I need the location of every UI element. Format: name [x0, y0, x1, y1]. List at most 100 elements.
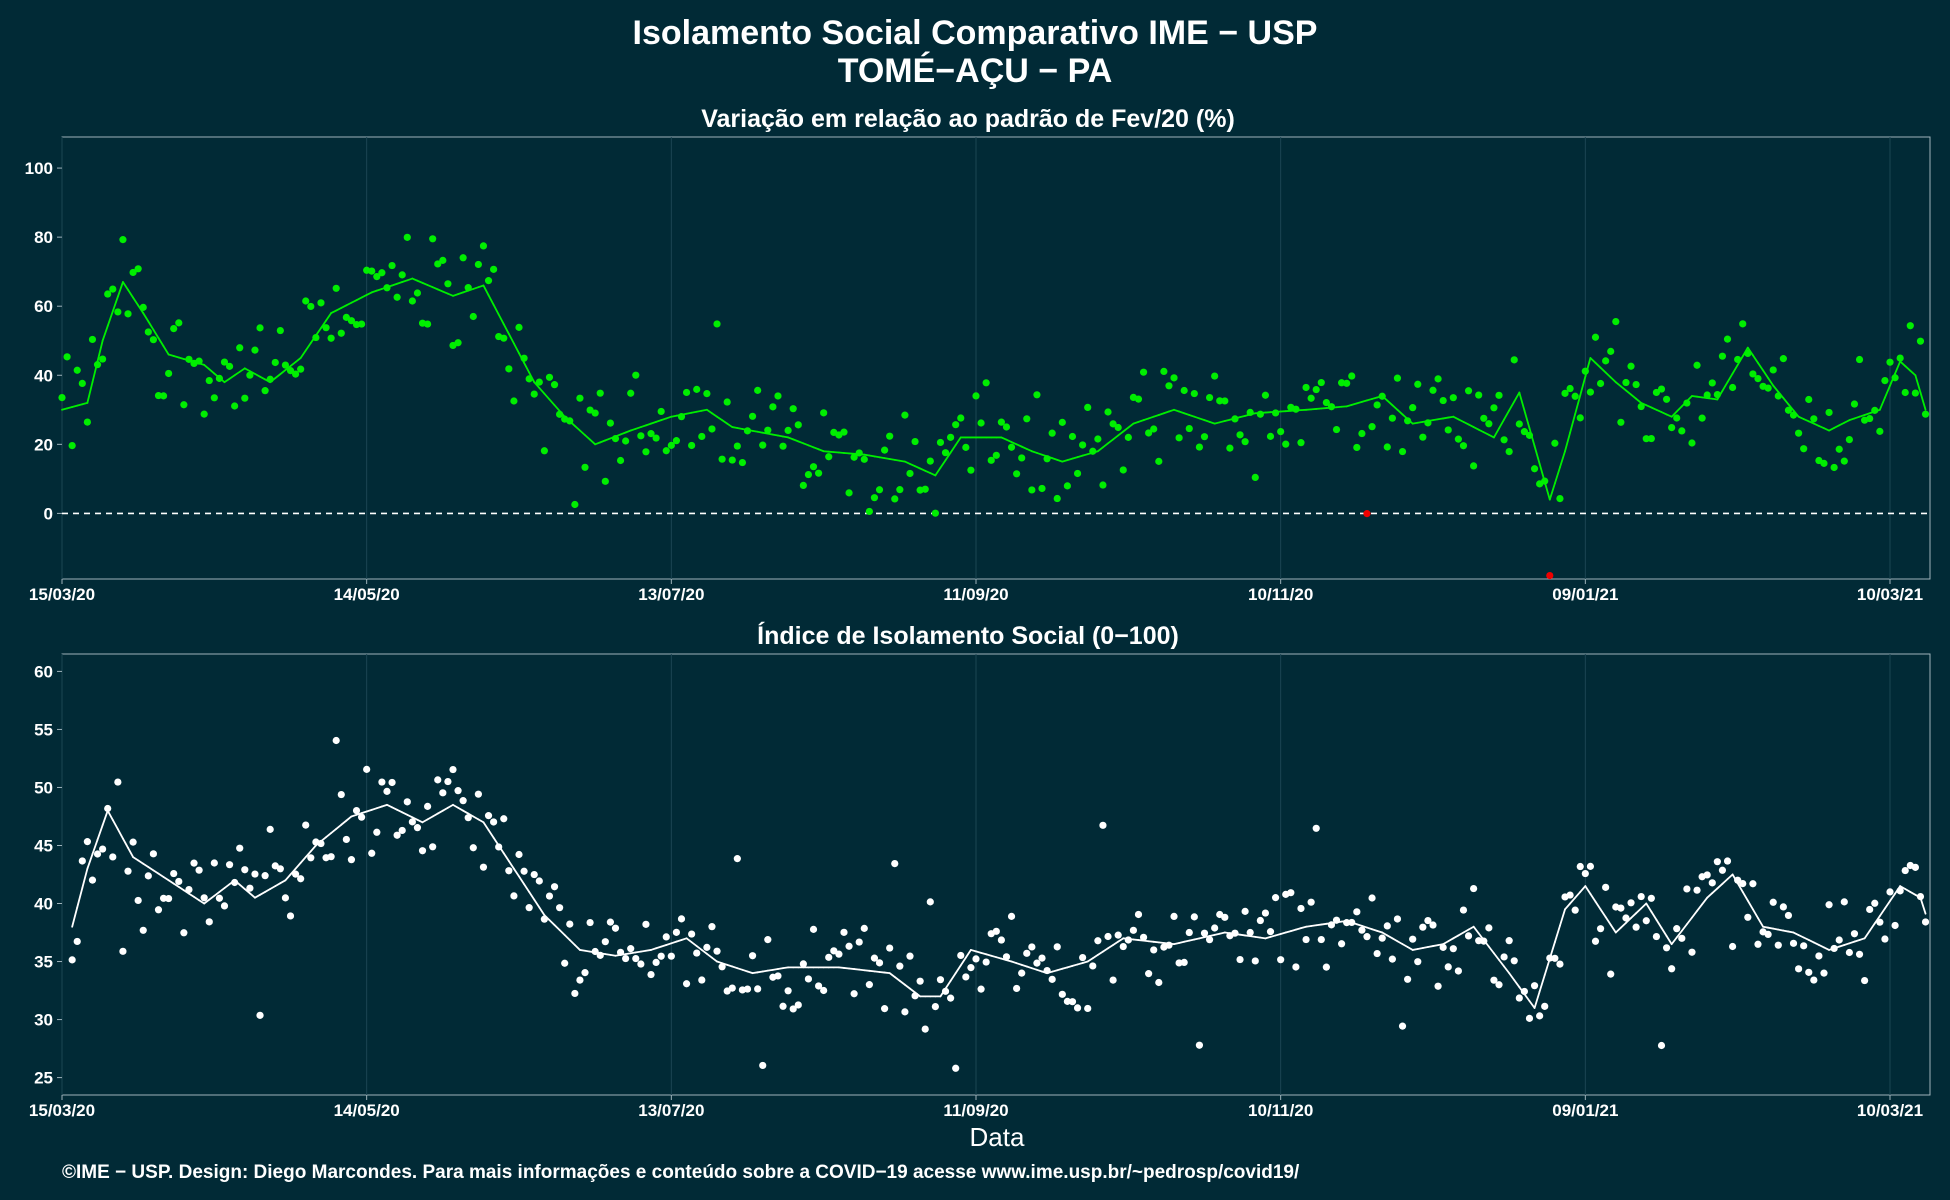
panel1-moving-average-segment — [248, 370, 256, 375]
panel1-data-point — [1749, 370, 1757, 378]
panel2-moving-average-segment — [1757, 917, 1764, 928]
panel2-moving-average-segment — [71, 906, 79, 928]
panel2-data-point — [1266, 928, 1275, 936]
panel2-data-point — [1343, 919, 1351, 927]
panel1-data-point — [317, 299, 325, 307]
panel2-data-point — [1013, 984, 1021, 993]
panel2-data-point — [1647, 894, 1655, 902]
panel2-data-point — [1566, 891, 1574, 899]
panel1-data-point — [647, 430, 655, 438]
panel2-moving-average-segment — [1899, 885, 1907, 890]
panel1-y-tick-label: 100 — [25, 159, 53, 178]
panel1-moving-average-segment — [345, 301, 353, 307]
panel2-data-point — [1068, 998, 1077, 1006]
panel1-data-point — [434, 260, 442, 268]
panel2-data-point — [286, 912, 295, 920]
panel1-data-point — [1459, 442, 1468, 450]
panel2-data-point — [327, 853, 335, 861]
panel2-data-point — [1165, 941, 1173, 949]
panel1-moving-average-segment — [1904, 365, 1912, 372]
panel1-moving-average-segment — [721, 419, 729, 425]
panel1-moving-average-segment — [1493, 427, 1500, 439]
panel2-data-point — [68, 956, 76, 964]
panel2-data-point — [840, 928, 848, 936]
panel2-data-point — [195, 866, 203, 874]
panel1-data-point — [1327, 403, 1336, 411]
panel2-moving-average-segment — [441, 806, 449, 812]
panel2-data-point — [236, 844, 244, 852]
panel2-data-point — [109, 853, 117, 861]
panel2-data-point — [342, 835, 350, 844]
panel2-data-point — [474, 790, 482, 798]
panel1-data-point — [1871, 406, 1879, 414]
panel2-data-point — [1688, 948, 1696, 956]
panel1-moving-average-segment — [436, 288, 444, 293]
panel1-data-point — [429, 235, 437, 243]
panel1-data-point — [1495, 391, 1503, 399]
panel1-data-point — [1546, 571, 1554, 580]
panel2-moving-average-segment — [1457, 931, 1465, 937]
panel1-data-point — [652, 434, 660, 442]
panel1-data-point — [383, 284, 391, 292]
panel2-moving-average-segment — [533, 898, 541, 909]
panel2-moving-average-segment — [167, 879, 175, 885]
panel2-moving-average-segment — [1650, 910, 1658, 921]
panel1-data-point — [1139, 368, 1148, 376]
panel1-moving-average-segment — [492, 303, 500, 316]
panel1-moving-average-segment — [355, 296, 363, 302]
panel2-data-point — [104, 804, 112, 813]
panel2-data-point — [566, 920, 574, 928]
panel2-data-point — [1830, 944, 1838, 953]
panel2-moving-average-segment — [482, 821, 490, 831]
panel1-data-point — [520, 354, 528, 362]
panel2-data-point — [1302, 935, 1310, 944]
panel2-data-point — [1505, 937, 1513, 945]
panel1-moving-average-segment — [497, 313, 505, 326]
panel2-y-tick-label: 40 — [34, 895, 53, 914]
panel2-data-point — [1713, 858, 1721, 866]
panel1-data-point — [1490, 404, 1498, 412]
figure-subtitle: TOMÉ−AÇU − PA — [838, 52, 1113, 90]
panel2-moving-average-segment — [1691, 910, 1698, 919]
panel2-data-point — [672, 928, 681, 936]
panel1-data-point — [1013, 470, 1021, 478]
panel2-moving-average-segment — [157, 872, 165, 878]
panel1-data-point — [1363, 510, 1371, 518]
panel1-data-point — [220, 358, 229, 366]
panel1-data-point — [1084, 403, 1092, 412]
panel1-data-point — [347, 317, 356, 325]
panel1-data-point — [134, 265, 142, 273]
panel2-moving-average-segment — [106, 809, 114, 821]
panel2-data-point — [1124, 936, 1132, 944]
panel1-plot: 15/03/20 14/05/20 13/07/20 11/09/20 10/11/20… — [25, 136, 1931, 604]
panel2-moving-average-segment — [421, 818, 429, 824]
panel2-data-point — [1470, 884, 1478, 893]
panel1-data-point — [1053, 494, 1061, 503]
panel1-moving-average-segment — [1828, 427, 1836, 432]
panel2-moving-average-segment — [1086, 957, 1094, 963]
panel1-data-point — [500, 334, 508, 342]
panel2-moving-average-segment — [954, 964, 962, 975]
panel1-data-point — [550, 381, 559, 389]
panel2-data-point — [281, 894, 290, 902]
panel2-data-point — [977, 985, 985, 993]
panel1-moving-average-segment — [1498, 418, 1505, 430]
panel1-data-point — [576, 394, 584, 402]
panel2-data-point — [698, 976, 706, 984]
panel1-data-point — [1312, 385, 1320, 394]
panel2-data-point — [1845, 948, 1853, 957]
panel1-data-point — [302, 297, 310, 305]
panel2-moving-average-segment — [1513, 979, 1521, 988]
panel2-data-point — [941, 987, 950, 995]
panel2-data-point — [1602, 883, 1610, 891]
panel1-data-point — [286, 367, 295, 375]
panel1-data-point — [1211, 372, 1219, 380]
panel2-data-point — [693, 949, 701, 957]
panel2-moving-average-segment — [898, 979, 906, 986]
panel2-data-point — [114, 778, 122, 786]
panel1-data-point — [1652, 388, 1661, 397]
panel2-data-point — [352, 806, 361, 815]
panel1-data-point — [952, 421, 960, 429]
panel1-moving-average-segment — [431, 286, 439, 291]
panel2-data-point — [1515, 994, 1523, 1002]
